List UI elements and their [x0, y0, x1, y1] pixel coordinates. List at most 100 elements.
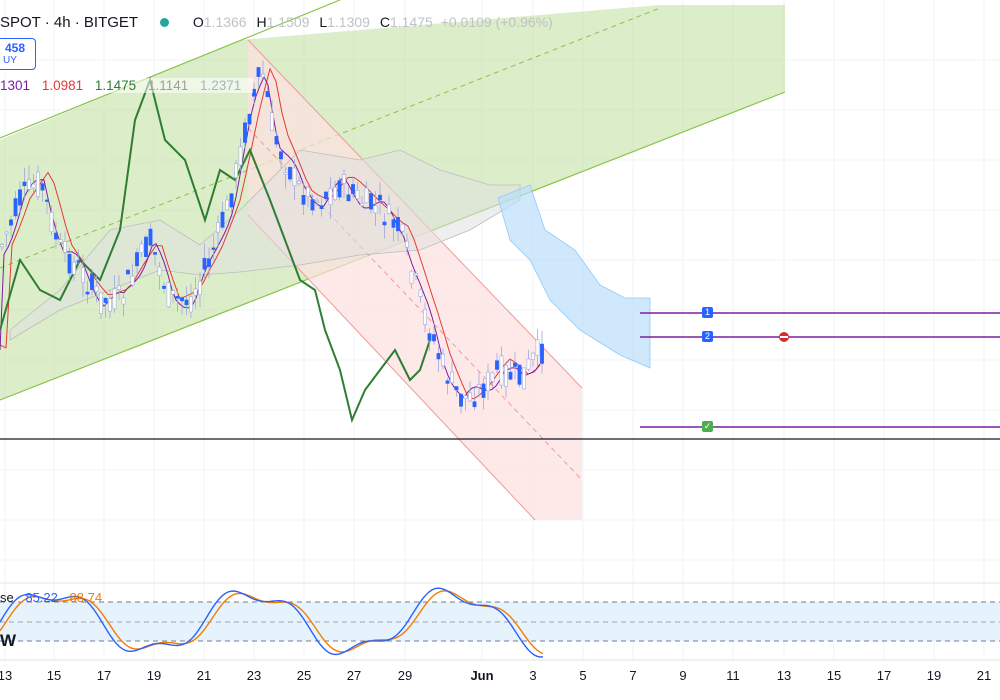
open-value: 1.1366	[203, 14, 247, 30]
x-axis-tick-label: 17	[96, 668, 112, 683]
candle-body	[504, 364, 508, 387]
stochastic-legend[interactable]: se 85.22 88.74	[0, 590, 102, 605]
candle-body	[0, 244, 4, 248]
candle-body	[27, 179, 31, 190]
candle-body	[22, 181, 27, 187]
stochastic-k-value: 85.22	[25, 590, 58, 605]
candle-body	[31, 183, 36, 189]
candle-body	[270, 112, 274, 132]
pane-label: W	[0, 631, 17, 650]
indicator-value-5: 1.2371	[200, 78, 242, 93]
candle-body	[90, 273, 94, 290]
candle-body	[414, 273, 418, 276]
candle-body	[243, 122, 247, 143]
low-value: 1.1309	[327, 14, 370, 30]
stoch-d-path	[0, 590, 544, 655]
x-axis-tick-label: 21	[196, 668, 212, 683]
candle-body	[148, 228, 153, 246]
candle-body	[436, 353, 441, 360]
indicator-legend[interactable]: 1301 1.0981 1.1475 1.1141 1.2371	[0, 78, 254, 93]
candle-body	[315, 199, 319, 202]
candle-body	[540, 343, 544, 364]
candle-body	[297, 180, 301, 184]
x-axis-tick-label: 13	[776, 668, 792, 683]
candle-body	[324, 191, 328, 200]
lagging-span-line	[0, 76, 431, 424]
x-axis-tick-label: 9	[679, 668, 687, 683]
candle-body	[117, 285, 121, 290]
lagging-path	[0, 76, 431, 424]
candle-body	[517, 364, 522, 385]
candle-body	[459, 393, 463, 407]
stop-icon-bar	[780, 336, 788, 338]
symbol-legend[interactable]: SPOT · 4h · BITGET O1.1366 H1.1509 L1.13…	[0, 14, 553, 31]
x-axis-tick-label: 15	[826, 668, 842, 683]
candle-body	[342, 174, 346, 184]
candle-body	[490, 372, 495, 382]
ascending-channel-top	[0, 0, 341, 139]
candle-body	[481, 383, 486, 398]
candle-body	[400, 223, 405, 232]
candle-body	[328, 188, 333, 206]
candle-body	[207, 258, 211, 267]
check-icon[interactable]: ✓	[702, 421, 713, 432]
cloud-future	[497, 184, 651, 369]
x-axis-tick-label: 19	[146, 668, 162, 683]
candle-body	[265, 91, 270, 98]
candle-body	[346, 194, 351, 202]
candle-body	[477, 384, 481, 388]
candle-body	[103, 297, 108, 303]
symbol-title[interactable]: SPOT · 4h · BITGET	[0, 14, 139, 31]
target-marker-1[interactable]: 1	[702, 307, 713, 318]
x-axis-tick-label: 19	[926, 668, 942, 683]
candle-body	[369, 193, 373, 210]
stochastic-d-value: 88.74	[69, 590, 103, 605]
candle-body	[63, 241, 67, 253]
candle-body	[274, 136, 279, 145]
candle-body	[450, 371, 454, 383]
tenkan-path	[0, 75, 541, 399]
candle-body	[486, 371, 490, 392]
candle-body	[85, 291, 90, 295]
candle-body	[432, 334, 436, 342]
candle-body	[382, 221, 387, 226]
buy-price-box[interactable]: 458 UY	[0, 38, 36, 70]
candle-body	[396, 217, 400, 232]
x-axis-tick-label: 23	[246, 668, 262, 683]
candle-body	[405, 240, 409, 248]
candle-body	[94, 285, 99, 292]
candle-body	[337, 180, 342, 198]
candle-body	[279, 151, 283, 160]
candle-body	[153, 252, 157, 255]
candle-body	[333, 186, 337, 200]
target-marker-2[interactable]: 2	[702, 331, 713, 342]
candle-body	[184, 299, 189, 306]
x-axis-tick-label: 3	[529, 668, 537, 683]
candle-body	[130, 275, 135, 286]
candle-body	[157, 266, 162, 276]
x-axis-tick-label: 7	[629, 668, 637, 683]
candle-body	[18, 189, 22, 206]
candle-body	[54, 232, 58, 240]
x-axis-tick-label: Jun	[470, 668, 494, 683]
candle-body	[126, 269, 130, 275]
x-axis-tick-label: 29	[397, 668, 413, 683]
candle-body	[193, 288, 198, 296]
x-axis-tick-label: 17	[876, 668, 892, 683]
candle-body	[220, 211, 225, 228]
candle-body	[13, 198, 18, 217]
candle-body	[360, 203, 364, 207]
candle-body	[135, 252, 139, 267]
tenkan-line	[0, 75, 541, 399]
candle-body	[535, 339, 540, 356]
candle-body	[144, 236, 148, 258]
candle-body	[283, 172, 288, 175]
candlesticks	[0, 60, 544, 414]
candle-body	[234, 163, 238, 179]
x-axis-tick-label: 11	[726, 668, 740, 683]
candle-body	[4, 231, 9, 235]
candle-body	[58, 239, 63, 243]
candle-body	[441, 353, 445, 367]
candle-body	[162, 285, 166, 289]
